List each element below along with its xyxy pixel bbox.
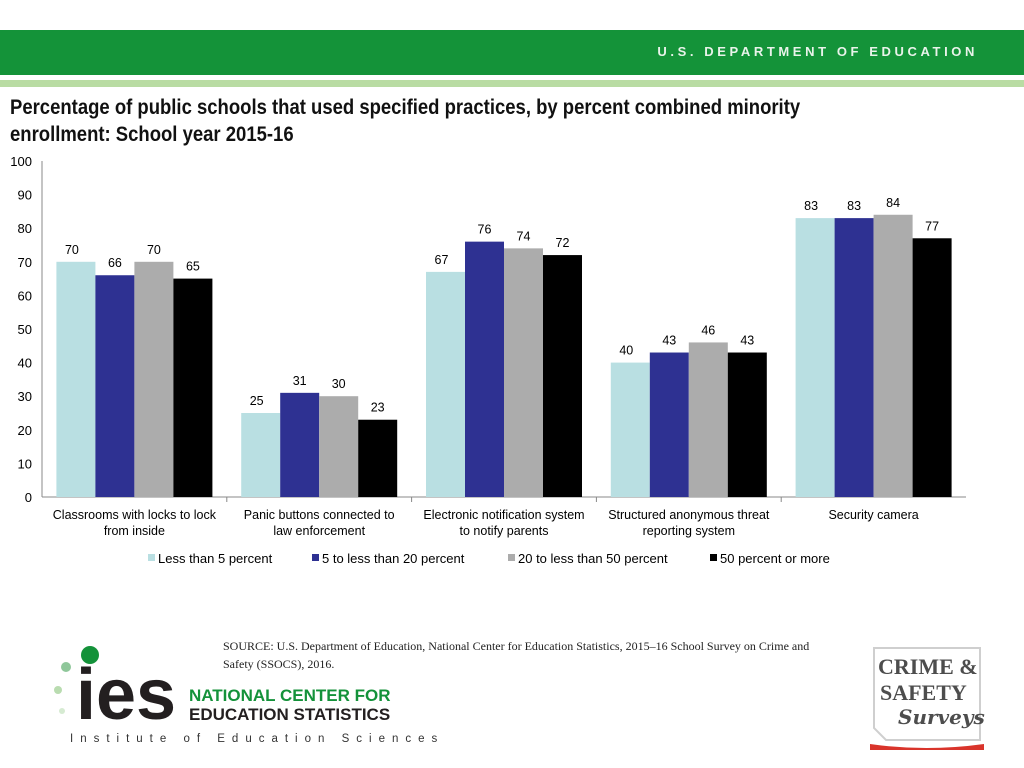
category-label-3-1: reporting system [643, 524, 735, 538]
data-label-0-0: 70 [65, 243, 79, 257]
y-tick-label-1: 10 [18, 456, 32, 471]
ies-dot-large [81, 646, 99, 664]
crime-logo-swoosh [870, 744, 984, 750]
data-label-4-0: 83 [804, 199, 818, 213]
data-label-3-1: 43 [662, 334, 676, 348]
header-banner: U.S. DEPARTMENT OF EDUCATION [0, 30, 1024, 75]
data-label-1-1: 31 [293, 374, 307, 388]
y-tick-label-8: 80 [18, 221, 32, 236]
data-label-1-2: 30 [332, 377, 346, 391]
data-label-1-3: 23 [371, 401, 385, 415]
category-label-2-1: to notify parents [460, 524, 549, 538]
ies-dot-small [54, 686, 62, 694]
source-note: SOURCE: U.S. Department of Education, Na… [223, 639, 810, 671]
data-label-2-2: 74 [517, 229, 531, 243]
legend-label-0: Less than 5 percent [158, 551, 273, 566]
legend-label-3: 50 percent or more [720, 551, 830, 566]
crime-line-3: Surveys [898, 705, 985, 729]
bar-0-3 [173, 278, 213, 497]
bar-chart: 0 10 20 30 40 50 60 70 80 90 100 70 66 70 65 Classrooms… [10, 154, 966, 566]
data-label-3-2: 46 [701, 323, 715, 337]
data-label-0-2: 70 [147, 243, 161, 257]
y-tick-label-6: 60 [18, 288, 32, 303]
data-label-1-0: 25 [250, 394, 264, 408]
bar-4-2 [873, 214, 913, 497]
y-tick-label-10: 100 [10, 154, 32, 169]
category-label-3-0: Structured anonymous threat [608, 508, 770, 522]
data-label-3-3: 43 [740, 334, 754, 348]
bar-0-2 [134, 261, 174, 497]
legend-label-1: 5 to less than 20 percent [322, 551, 465, 566]
data-label-4-2: 84 [886, 196, 900, 210]
bar-3-2 [688, 342, 728, 497]
y-tick-label-9: 90 [18, 188, 32, 203]
bar-1-3 [358, 419, 398, 497]
bar-3-3 [727, 352, 767, 497]
bar-4-1 [834, 218, 874, 497]
y-tick-label-5: 50 [18, 322, 32, 337]
category-label-2-0: Electronic notification system [423, 508, 584, 522]
legend-swatch-3 [710, 554, 717, 561]
bar-4-3 [912, 238, 952, 497]
ies-subtitle: Institute of Education Sciences [70, 733, 445, 745]
y-tick-label-0: 0 [25, 490, 32, 505]
legend-swatch-1 [312, 554, 319, 561]
data-label-2-1: 76 [478, 223, 492, 237]
data-label-4-3: 77 [925, 219, 939, 233]
bar-3-0 [610, 362, 650, 497]
department-name: U.S. DEPARTMENT OF EDUCATION [657, 44, 978, 59]
data-label-0-3: 65 [186, 260, 200, 274]
data-label-4-1: 83 [847, 199, 861, 213]
crime-safety-logo: CRIME & SAFETY Surveys [870, 647, 985, 750]
bar-1-1 [280, 392, 320, 497]
category-label-4-0: Security camera [828, 508, 918, 522]
data-label-3-0: 40 [619, 344, 633, 358]
bar-0-1 [95, 275, 135, 497]
ies-dot-tiny [59, 708, 65, 714]
ies-line-2: EDUCATION STATISTICS [189, 705, 390, 724]
data-label-0-1: 66 [108, 256, 122, 270]
bar-2-2 [504, 248, 543, 497]
bar-3-1 [649, 352, 689, 497]
ies-dot-medium [61, 662, 71, 672]
y-tick-label-3: 30 [18, 389, 32, 404]
y-tick-label-7: 70 [18, 255, 32, 270]
bar-0-0 [56, 261, 96, 497]
crime-logo-frame [873, 647, 981, 741]
bar-1-0 [241, 413, 281, 497]
category-label-0-0: Classrooms with locks to lock [53, 508, 217, 522]
banner-stripe [0, 80, 1024, 87]
chart-title: Percentage of public schools that used s… [10, 95, 801, 146]
ies-logo: ies NATIONAL CENTER FOR EDUCATION STATIS… [54, 646, 390, 730]
y-tick-label-2: 20 [18, 423, 32, 438]
bar-2-0 [426, 271, 465, 497]
legend-swatch-2 [508, 554, 515, 561]
data-label-2-3: 72 [556, 236, 570, 250]
bar-2-1 [465, 241, 504, 497]
category-label-1-1: law enforcement [273, 524, 365, 538]
data-label-2-0: 67 [435, 253, 449, 267]
bar-4-0 [795, 218, 835, 497]
crime-line-2: SAFETY [880, 680, 967, 705]
legend-label-2: 20 to less than 50 percent [518, 551, 668, 566]
crime-line-1: CRIME & [878, 654, 978, 679]
ies-letters: ies [76, 655, 176, 730]
bar-2-3 [543, 255, 582, 497]
bar-1-2 [319, 396, 359, 497]
y-tick-label-4: 40 [18, 356, 32, 371]
category-label-0-1: from inside [104, 524, 165, 538]
top-margin [0, 0, 1024, 30]
ies-line-1: NATIONAL CENTER FOR [189, 686, 390, 705]
legend-swatch-0 [148, 554, 155, 561]
category-label-1-0: Panic buttons connected to [244, 508, 395, 522]
